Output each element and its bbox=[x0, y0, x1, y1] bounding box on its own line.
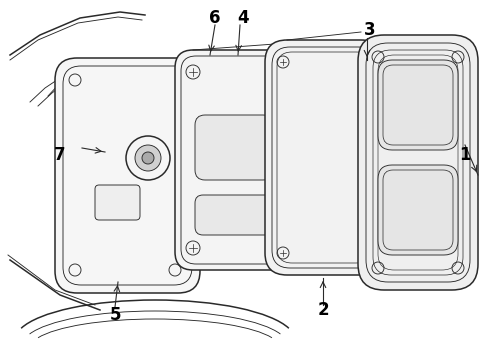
FancyBboxPatch shape bbox=[55, 58, 200, 293]
FancyBboxPatch shape bbox=[195, 195, 273, 235]
Text: 7: 7 bbox=[54, 146, 66, 164]
FancyBboxPatch shape bbox=[175, 50, 293, 270]
FancyBboxPatch shape bbox=[195, 115, 273, 180]
FancyBboxPatch shape bbox=[378, 165, 458, 255]
FancyBboxPatch shape bbox=[358, 35, 478, 290]
FancyBboxPatch shape bbox=[378, 60, 458, 150]
Text: 4: 4 bbox=[237, 9, 249, 27]
Text: 1: 1 bbox=[459, 146, 471, 164]
FancyBboxPatch shape bbox=[95, 185, 140, 220]
Circle shape bbox=[135, 145, 161, 171]
Circle shape bbox=[142, 152, 154, 164]
Text: 3: 3 bbox=[364, 21, 376, 39]
Text: 5: 5 bbox=[109, 306, 121, 324]
Text: 6: 6 bbox=[209, 9, 221, 27]
FancyBboxPatch shape bbox=[265, 40, 383, 275]
Text: 2: 2 bbox=[317, 301, 329, 319]
